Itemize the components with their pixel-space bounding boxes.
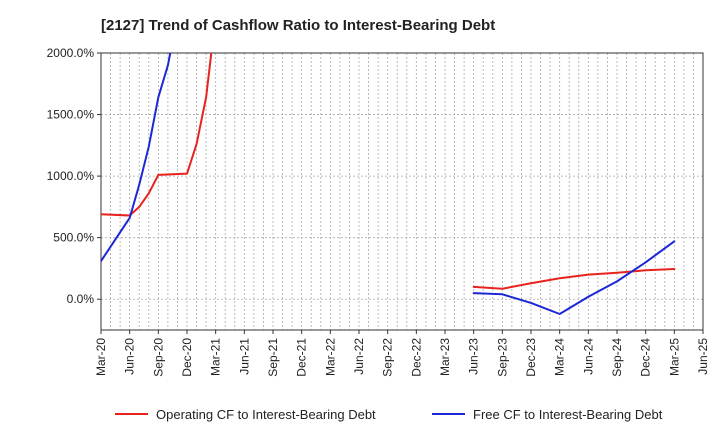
- y-tick-label: 1000.0%: [47, 169, 95, 183]
- x-tick-label: Jun-20: [123, 338, 137, 375]
- plot-frame: [100, 52, 704, 331]
- plot-border: [100, 52, 704, 331]
- x-tick-label: Dec-23: [524, 338, 538, 377]
- y-tick-label: 1500.0%: [47, 108, 95, 122]
- x-tick-label: Dec-22: [409, 338, 423, 377]
- x-tick-label: Sep-24: [610, 338, 624, 377]
- x-tick-label: Jun-23: [467, 338, 481, 375]
- x-tick-label: Dec-24: [639, 338, 653, 377]
- y-tick-label: 500.0%: [53, 231, 94, 245]
- x-tick-label: Jun-25: [696, 338, 710, 375]
- x-tick-label: Jun-21: [237, 338, 251, 375]
- x-tick-label: Jun-24: [581, 338, 595, 375]
- x-tick-label: Sep-23: [495, 338, 509, 377]
- grid-layer: [101, 52, 703, 330]
- x-tick-label: Dec-21: [295, 338, 309, 377]
- chart-title: [2127] Trend of Cashflow Ratio to Intere…: [101, 17, 495, 34]
- x-tick-label: Mar-22: [323, 338, 337, 376]
- x-tick-label: Mar-20: [94, 338, 108, 376]
- legend-label-2: Free CF to Interest-Bearing Debt: [473, 407, 663, 422]
- x-tick-label: Sep-21: [266, 338, 280, 377]
- x-tick-label: Dec-20: [180, 338, 194, 377]
- x-tick-label: Mar-24: [553, 338, 567, 376]
- x-tick-label: Jun-22: [352, 338, 366, 375]
- y-axis-ticks: 0.0% 500.0% 1000.0% 1500.0% 2000.0%: [47, 46, 101, 306]
- x-tick-label: Sep-20: [151, 338, 165, 377]
- x-tick-label: Mar-23: [438, 338, 452, 376]
- legend-label-1: Operating CF to Interest-Bearing Debt: [156, 407, 376, 422]
- series-line-1-segment-1: [101, 53, 213, 217]
- x-tick-label: Sep-22: [381, 338, 395, 377]
- y-tick-label: 0.0%: [67, 292, 95, 306]
- x-tick-label: Mar-25: [667, 338, 681, 376]
- legend: Operating CF to Interest-Bearing Debt Fre…: [115, 407, 663, 422]
- x-axis-ticks: Mar-20 Jun-20 Sep-20 Dec-20 Mar-21 Jun-21 Sep-…: [94, 330, 710, 377]
- y-tick-label: 2000.0%: [47, 46, 95, 60]
- series-line-2-segment-2: [472, 240, 676, 315]
- series-line-2-segment-1: [101, 53, 172, 263]
- series-layer: [101, 53, 676, 315]
- series-line-1-segment-2: [472, 268, 676, 290]
- x-tick-label: Mar-21: [209, 338, 223, 376]
